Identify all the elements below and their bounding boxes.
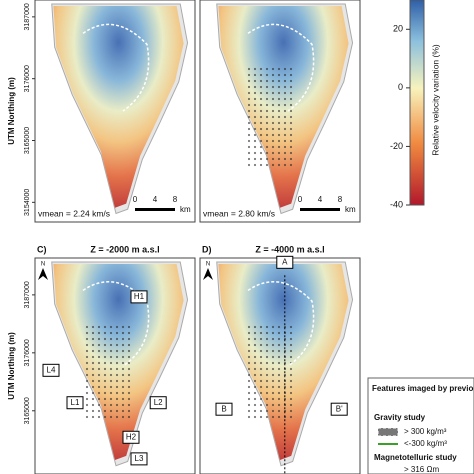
legend-high: > 300 kg/m³ xyxy=(404,427,447,436)
scale-label: 0 xyxy=(133,195,138,204)
colorbar-gradient xyxy=(409,0,425,206)
feature-label-box xyxy=(149,396,167,410)
panel-letter: D) xyxy=(202,244,212,254)
feature-label: A xyxy=(282,257,288,266)
gravity-contour xyxy=(247,281,315,367)
panel-letter: C) xyxy=(37,244,47,254)
legend-high-swatch xyxy=(377,427,399,437)
legend-box xyxy=(367,377,474,474)
feature-label: H2 xyxy=(126,432,137,441)
north-label: N xyxy=(206,262,210,268)
feature-label-box xyxy=(215,402,233,416)
scale-label: 8 xyxy=(338,195,343,204)
y-tick-label: 3176000 xyxy=(24,65,31,92)
feature-label: L3 xyxy=(135,454,144,463)
vmean: vmean = 2.80 km/s xyxy=(203,208,275,218)
velocity-map xyxy=(53,6,184,208)
colorbar-tick-label: 0 xyxy=(398,82,403,92)
station-grid xyxy=(83,322,131,420)
colorbar-label: Relative velocity variation (%) xyxy=(430,44,440,156)
feature-label-box xyxy=(130,452,148,466)
feature-label-box xyxy=(42,363,60,377)
gravity-contour xyxy=(247,23,315,112)
feature-label: B' xyxy=(336,404,343,413)
station-grid xyxy=(248,66,296,167)
feature-label-box xyxy=(330,402,348,416)
scale-label: 8 xyxy=(173,195,178,204)
feature-label-box xyxy=(66,396,84,410)
feature-label-box xyxy=(122,430,140,444)
legend-gravity: Gravity study xyxy=(374,413,426,422)
scale-label: 4 xyxy=(153,195,158,204)
scale-bar xyxy=(135,208,175,211)
feature-label: L4 xyxy=(47,365,56,374)
legend: Features imaged by previous studies Grav… xyxy=(367,377,474,474)
colorbar-tick-label: -20 xyxy=(390,141,403,151)
feature-label: B xyxy=(221,404,226,413)
legend-mt-high: > 316 Ωm xyxy=(404,465,439,474)
feature-label: L2 xyxy=(154,398,163,407)
north-label: N xyxy=(41,262,45,268)
station-grid xyxy=(248,322,296,420)
colorbar-tick-label: -40 xyxy=(390,199,403,209)
scale-unit: km xyxy=(345,205,356,214)
north-arrow xyxy=(38,268,48,280)
map-panel: 3187000 3176000 3165000 UTM Northing (m) C) Z… xyxy=(7,244,196,474)
scale-label: 4 xyxy=(318,195,323,204)
y-tick-label: 3154000 xyxy=(24,189,31,216)
y-tick-label: 3187000 xyxy=(24,281,31,308)
colorbar: 20 0 -20 -40 Relative velocity variation (%) xyxy=(390,0,440,209)
legend-low: <-300 kg/m³ xyxy=(404,439,447,448)
scale-bar xyxy=(300,208,340,211)
feature-label-box xyxy=(130,290,148,304)
y-tick-label: 3187000 xyxy=(24,3,31,30)
y-tick-label: 3165000 xyxy=(24,127,31,154)
legend-title: Features imaged by previous studies xyxy=(372,384,474,393)
feature-label: L1 xyxy=(71,398,80,407)
y-axis-label: UTM Northing (m) xyxy=(7,77,16,145)
map-panel: 3187000 3176000 3165000 3154000 UTM Northing… xyxy=(7,0,196,223)
legend-mt: Magnetotelluric study xyxy=(374,453,457,462)
map-panel: vmean = 2.80 km/s 0 4 8km xyxy=(199,0,361,223)
vmean: vmean = 2.24 km/s xyxy=(38,208,110,218)
scale-unit: km xyxy=(180,205,191,214)
map-panel: D) Z = -4000 m a.s.l N A B B' xyxy=(199,244,361,474)
panel-title: Z = -4000 m a.s.l xyxy=(255,244,324,254)
feature-label: H1 xyxy=(134,292,145,301)
north-arrow xyxy=(203,268,213,280)
gravity-contour xyxy=(82,23,150,112)
y-axis-label: UTM Northing (m) xyxy=(7,332,16,400)
y-tick-label: 3176000 xyxy=(24,339,31,366)
scale-label: 0 xyxy=(298,195,303,204)
panel-title: Z = -2000 m a.s.l xyxy=(90,244,159,254)
y-tick-label: 3165000 xyxy=(24,397,31,424)
feature-label-box xyxy=(276,255,294,269)
colorbar-tick-label: 20 xyxy=(393,24,403,34)
